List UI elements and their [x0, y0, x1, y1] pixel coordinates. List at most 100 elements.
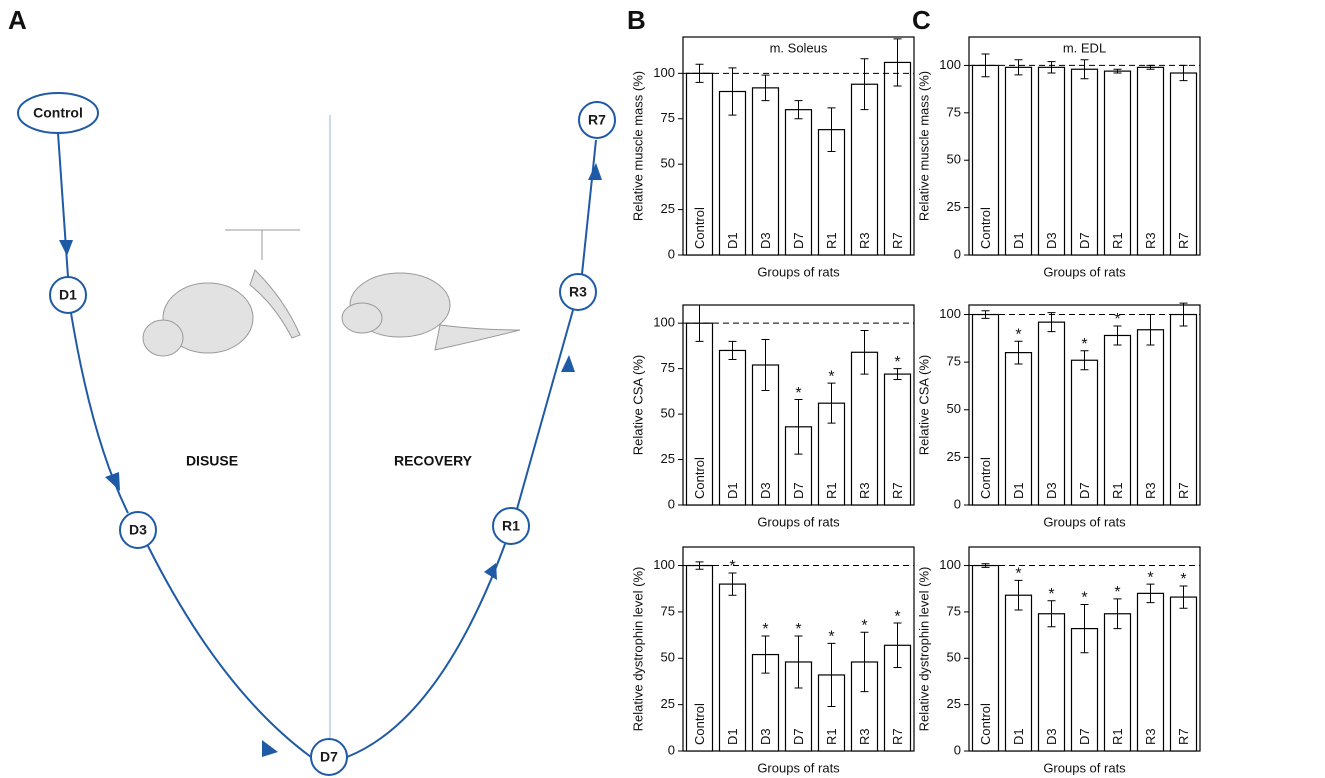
x-tick-label: R7	[1176, 482, 1191, 499]
y-axis-label: Relative CSA (%)	[630, 355, 645, 455]
x-tick-label: Control	[978, 703, 993, 745]
bar	[1138, 330, 1164, 505]
significance-star: *	[729, 558, 735, 575]
y-tick-label: 75	[947, 104, 961, 119]
timeline	[58, 133, 596, 757]
bar	[1171, 597, 1197, 751]
y-axis-label: Relative dystrophin level (%)	[630, 567, 645, 732]
y-tick-label: 50	[661, 650, 675, 665]
node-label: D7	[320, 749, 338, 765]
y-tick-label: 50	[947, 650, 961, 665]
panel-label: A	[8, 5, 27, 35]
x-tick-label: D7	[791, 232, 806, 249]
node-shapes	[18, 93, 615, 775]
significance-star: *	[1081, 590, 1087, 607]
y-tick-label: 25	[947, 696, 961, 711]
significance-star: *	[1147, 569, 1153, 586]
y-tick-label: 75	[661, 110, 675, 125]
x-tick-label: R7	[1176, 232, 1191, 249]
x-tick-label: D1	[725, 482, 740, 499]
y-tick-label: 50	[661, 156, 675, 171]
y-tick-label: 100	[939, 57, 961, 72]
node-label: R7	[588, 112, 606, 128]
x-tick-label: R1	[824, 482, 839, 499]
x-tick-label: D1	[1011, 728, 1026, 745]
y-tick-label: 25	[947, 449, 961, 464]
y-tick-label: 0	[668, 496, 675, 511]
significance-star: *	[861, 618, 867, 635]
significance-star: *	[1015, 566, 1021, 583]
x-tick-label: R3	[1143, 728, 1158, 745]
bar	[1006, 595, 1032, 751]
y-tick-label: 0	[668, 742, 675, 757]
bar	[1105, 335, 1131, 505]
x-tick-label: R3	[857, 482, 872, 499]
significance-star: *	[894, 608, 900, 625]
significance-star: *	[828, 368, 834, 385]
x-tick-label: D7	[791, 728, 806, 745]
y-axis-label: Relative muscle mass (%)	[630, 71, 645, 221]
bar	[1171, 315, 1197, 505]
bar	[1138, 67, 1164, 255]
x-tick-label: D7	[1077, 232, 1092, 249]
y-tick-label: 25	[661, 451, 675, 466]
chart-title: m. Soleus	[770, 40, 828, 55]
x-tick-label: D1	[1011, 232, 1026, 249]
y-tick-label: 75	[661, 603, 675, 618]
charts: 0 25 50 75 100 Relative muscle mass (%) Groups…	[630, 37, 1200, 775]
panel-label: B	[627, 5, 646, 35]
phase-label: RECOVERY	[394, 453, 473, 469]
y-tick-label: 50	[947, 152, 961, 167]
node-label: D1	[59, 287, 77, 303]
x-tick-label: Control	[692, 207, 707, 249]
x-axis-label: Groups of rats	[757, 514, 840, 529]
bar	[1138, 593, 1164, 751]
x-axis-label: Groups of rats	[1043, 760, 1126, 775]
x-tick-label: Control	[692, 457, 707, 499]
node-label: R1	[502, 518, 520, 534]
bar	[1006, 353, 1032, 505]
x-tick-label: R7	[1176, 728, 1191, 745]
bar	[753, 88, 779, 255]
x-tick-label: D7	[1077, 728, 1092, 745]
significance-star: *	[1048, 586, 1054, 603]
significance-star: *	[894, 354, 900, 371]
x-tick-label: R1	[824, 232, 839, 249]
y-tick-label: 25	[947, 199, 961, 214]
x-tick-label: D1	[725, 232, 740, 249]
y-axis-label: Relative dystrophin level (%)	[916, 567, 931, 732]
bar	[720, 92, 746, 256]
panel-label: C	[912, 5, 931, 35]
y-tick-label: 100	[653, 65, 675, 80]
y-tick-label: 50	[661, 406, 675, 421]
y-tick-label: 50	[947, 401, 961, 416]
x-tick-label: R1	[1110, 232, 1125, 249]
node-label: Control	[33, 105, 83, 121]
significance-star: *	[1114, 311, 1120, 328]
x-axis-label: Groups of rats	[757, 264, 840, 279]
y-axis-label: Relative CSA (%)	[916, 355, 931, 455]
significance-star: *	[1180, 571, 1186, 588]
bar	[885, 62, 911, 255]
x-tick-label: R1	[824, 728, 839, 745]
bar	[1072, 69, 1098, 255]
bar	[1006, 67, 1032, 255]
y-tick-label: 0	[668, 246, 675, 261]
x-tick-label: D3	[1044, 232, 1059, 249]
significance-star: *	[1114, 584, 1120, 601]
figure: A B C Control D1 D3 D7 R1 R3	[0, 0, 1325, 778]
node-label: R3	[569, 284, 587, 300]
x-tick-label: D3	[1044, 482, 1059, 499]
y-tick-label: 100	[653, 557, 675, 572]
x-tick-label: D1	[725, 728, 740, 745]
y-tick-label: 75	[947, 354, 961, 369]
chart-title: m. EDL	[1063, 40, 1106, 55]
x-tick-label: R7	[890, 232, 905, 249]
node-label: D3	[129, 522, 147, 538]
significance-star: *	[795, 385, 801, 402]
significance-star: *	[828, 629, 834, 646]
x-tick-label: R3	[857, 232, 872, 249]
significance-star: *	[1081, 336, 1087, 353]
x-tick-label: R3	[1143, 232, 1158, 249]
x-tick-label: R1	[1110, 728, 1125, 745]
